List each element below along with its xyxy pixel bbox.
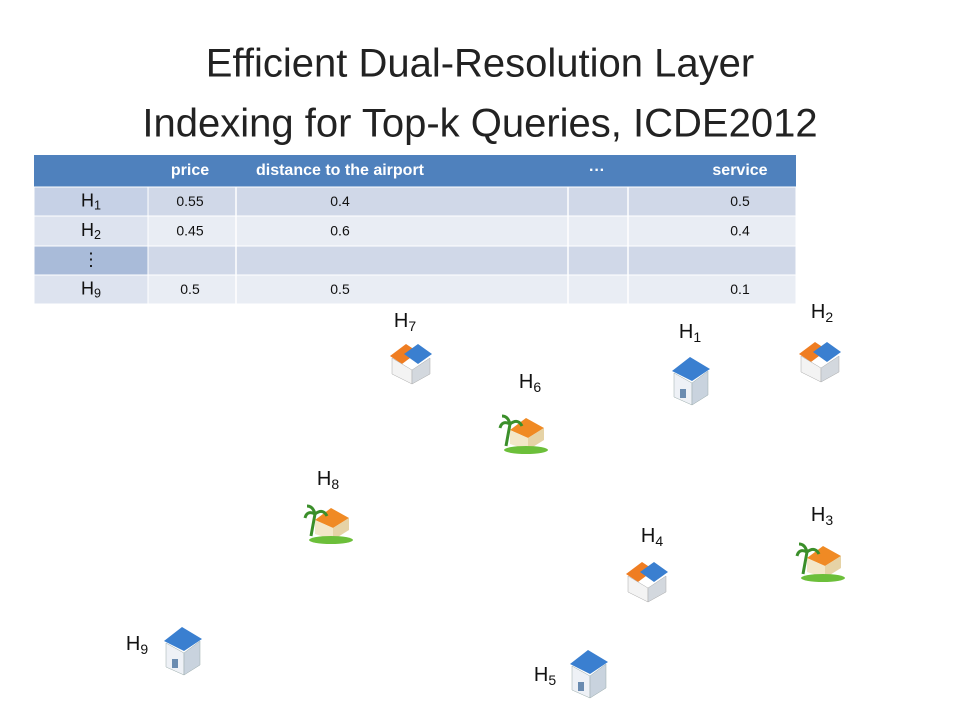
palm xyxy=(795,542,821,575)
header-cell: distance to the airport xyxy=(256,162,425,179)
hotel-icon xyxy=(303,504,353,544)
label-base: ⋮ xyxy=(82,249,100,269)
label: H1 xyxy=(81,190,101,213)
cell: 0.5 xyxy=(180,281,200,297)
label: H9 xyxy=(81,278,101,301)
label-sub: 7 xyxy=(408,318,416,334)
label: H4 xyxy=(641,525,663,548)
label-base: H xyxy=(811,504,825,526)
label: H1 xyxy=(679,321,701,344)
label-base: H xyxy=(534,664,548,686)
grass xyxy=(504,446,548,454)
roof xyxy=(813,342,841,362)
hotel-icon xyxy=(672,357,710,406)
wall xyxy=(691,370,709,406)
label-sub: 1 xyxy=(693,329,701,345)
label-base: H xyxy=(317,468,331,490)
wall xyxy=(510,430,528,450)
hotel-icon xyxy=(498,414,548,454)
title-line: Indexing for Top-k Queries, ICDE2012 xyxy=(142,102,817,146)
wall xyxy=(411,357,431,385)
hotel-icon xyxy=(799,342,841,383)
wall xyxy=(807,558,825,578)
row-header xyxy=(33,215,149,247)
label-sub: 6 xyxy=(533,379,541,395)
label-sub: 9 xyxy=(140,641,148,657)
header-cell: ··· xyxy=(589,162,605,179)
label-base: H xyxy=(641,525,655,547)
label-base: H xyxy=(81,220,94,240)
cell: 0.6 xyxy=(330,223,350,239)
hotel-icon xyxy=(390,344,432,385)
label-base: H xyxy=(679,321,693,343)
hotel-icon xyxy=(570,650,608,699)
label-sub: 9 xyxy=(94,287,101,301)
wall xyxy=(647,575,667,603)
table-header xyxy=(34,155,796,187)
label: H9 xyxy=(126,633,148,656)
label: ⋮ xyxy=(82,249,100,269)
cell: 0.4 xyxy=(730,223,750,239)
row-header xyxy=(33,274,149,305)
wall xyxy=(825,556,841,578)
cell: 0.55 xyxy=(176,193,203,209)
label-sub: 2 xyxy=(825,309,833,325)
hotel-icon xyxy=(164,627,202,676)
label-sub: 1 xyxy=(94,199,101,213)
roof xyxy=(672,357,710,381)
table-row xyxy=(33,215,797,247)
label: H2 xyxy=(81,220,101,243)
label-sub: 3 xyxy=(825,512,833,528)
label: H2 xyxy=(811,301,833,324)
label-sub: 8 xyxy=(331,476,339,492)
roof xyxy=(164,627,202,651)
header-cell: service xyxy=(712,162,767,179)
roof xyxy=(807,546,841,566)
wall xyxy=(528,428,544,450)
roof xyxy=(640,562,668,582)
cell: 0.45 xyxy=(176,223,203,239)
table-row xyxy=(33,186,797,217)
label-base: H xyxy=(81,278,94,298)
label-base: H xyxy=(126,633,140,655)
label: H8 xyxy=(317,468,339,491)
label-base: H xyxy=(811,301,825,323)
wall xyxy=(589,663,607,699)
palm xyxy=(303,504,329,537)
label: H6 xyxy=(519,371,541,394)
label-base: H xyxy=(394,310,408,332)
label-base: H xyxy=(81,190,94,210)
door xyxy=(680,389,686,398)
wall xyxy=(315,520,333,540)
label: H3 xyxy=(811,504,833,527)
wall xyxy=(820,355,840,383)
door xyxy=(578,682,584,691)
door xyxy=(172,659,178,668)
palm xyxy=(498,414,524,447)
label: H5 xyxy=(534,664,556,687)
grass xyxy=(801,574,845,582)
wall xyxy=(333,518,349,540)
label-sub: 5 xyxy=(548,672,556,688)
label: H7 xyxy=(394,310,416,333)
cell: 0.1 xyxy=(730,281,750,297)
roof xyxy=(404,344,432,364)
cell: 0.5 xyxy=(330,281,350,297)
cell: 0.5 xyxy=(730,193,750,209)
label-base: H xyxy=(519,371,533,393)
label-sub: 4 xyxy=(655,533,663,549)
roof xyxy=(510,418,544,438)
header-cell: price xyxy=(171,162,209,179)
hotel-icon xyxy=(626,562,668,603)
title-line: Efficient Dual-Resolution Layer xyxy=(206,42,754,86)
hotel-icon xyxy=(795,542,845,582)
grass xyxy=(309,536,353,544)
label-sub: 2 xyxy=(94,228,101,242)
row-header xyxy=(33,186,149,217)
wall xyxy=(183,640,201,676)
roof xyxy=(570,650,608,674)
cell: 0.4 xyxy=(330,193,350,209)
roof xyxy=(315,508,349,528)
